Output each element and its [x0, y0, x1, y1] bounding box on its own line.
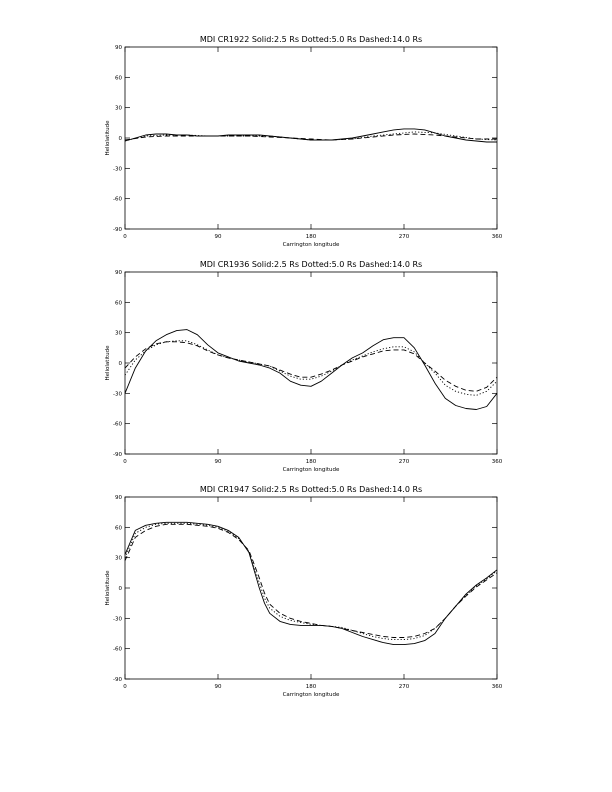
- x-axis-label: Carrington longitude: [283, 242, 340, 248]
- series-line-dotted: [124, 340, 498, 396]
- y-tick-label: -30: [113, 616, 122, 622]
- series-line-dashed: [124, 133, 497, 141]
- y-tick-label: -60: [113, 422, 122, 428]
- series-line-solid: [124, 521, 498, 646]
- chart-panel-2: MDI CR1936 Solid:2.5 Rs Dotted:5.0 Rs Da…: [105, 260, 503, 473]
- x-tick-label: 180: [306, 459, 317, 465]
- series-line-dashed: [124, 341, 498, 392]
- x-tick-label: 360: [492, 684, 503, 690]
- y-tick-label: 30: [115, 556, 122, 562]
- x-tick-label: 0: [123, 684, 127, 690]
- x-tick-label: 0: [123, 234, 127, 240]
- x-axis-label: Carrington longitude: [283, 692, 340, 698]
- y-tick-label: -60: [113, 647, 122, 653]
- x-tick-label: 90: [215, 234, 222, 240]
- x-tick-label: 360: [492, 234, 503, 240]
- x-tick-label: 270: [399, 684, 410, 690]
- series-line-dashed: [124, 523, 498, 638]
- x-tick-label: 360: [492, 459, 503, 465]
- x-tick-label: 180: [306, 684, 317, 690]
- series-line-dotted: [124, 522, 498, 641]
- y-tick-label: 0: [119, 361, 123, 367]
- x-tick-label: 90: [215, 684, 222, 690]
- chart-panel-3: MDI CR1947 Solid:2.5 Rs Dotted:5.0 Rs Da…: [105, 485, 503, 698]
- y-tick-label: 90: [115, 270, 122, 276]
- x-axis-label: Carrington longitude: [283, 467, 340, 473]
- x-tick-label: 270: [399, 459, 410, 465]
- y-tick-label: 60: [115, 75, 122, 81]
- series-line-dotted: [124, 131, 498, 142]
- x-tick-label: 270: [399, 234, 410, 240]
- chart-title: MDI CR1947 Solid:2.5 Rs Dotted:5.0 Rs Da…: [200, 485, 422, 494]
- plot-frame: [124, 46, 498, 230]
- plot-frame: [124, 271, 498, 455]
- y-axis-label: Heliolatitude: [105, 345, 111, 381]
- y-tick-label: 30: [115, 106, 122, 112]
- y-tick-label: -30: [113, 391, 122, 397]
- series-line-solid: [124, 329, 498, 410]
- y-tick-label: -90: [113, 227, 122, 233]
- y-tick-label: 90: [115, 45, 122, 51]
- y-axis-label: Heliolatitude: [105, 120, 111, 156]
- y-axis-label: Heliolatitude: [105, 570, 111, 606]
- y-tick-label: -60: [113, 197, 122, 203]
- chart-panel-1: MDI CR1922 Solid:2.5 Rs Dotted:5.0 Rs Da…: [105, 35, 503, 248]
- y-tick-label: 0: [119, 586, 123, 592]
- chart-title: MDI CR1922 Solid:2.5 Rs Dotted:5.0 Rs Da…: [200, 35, 422, 44]
- y-tick-label: 60: [115, 300, 122, 306]
- x-tick-label: 90: [215, 459, 222, 465]
- y-tick-label: -90: [113, 677, 122, 683]
- y-tick-label: 90: [115, 495, 122, 501]
- y-tick-label: -30: [113, 166, 122, 172]
- y-tick-label: 60: [115, 525, 122, 531]
- y-tick-label: 30: [115, 331, 122, 337]
- y-tick-label: 0: [119, 136, 123, 142]
- chart-title: MDI CR1936 Solid:2.5 Rs Dotted:5.0 Rs Da…: [200, 260, 422, 269]
- x-tick-label: 0: [123, 459, 127, 465]
- y-tick-label: -90: [113, 452, 122, 458]
- x-tick-label: 180: [306, 234, 317, 240]
